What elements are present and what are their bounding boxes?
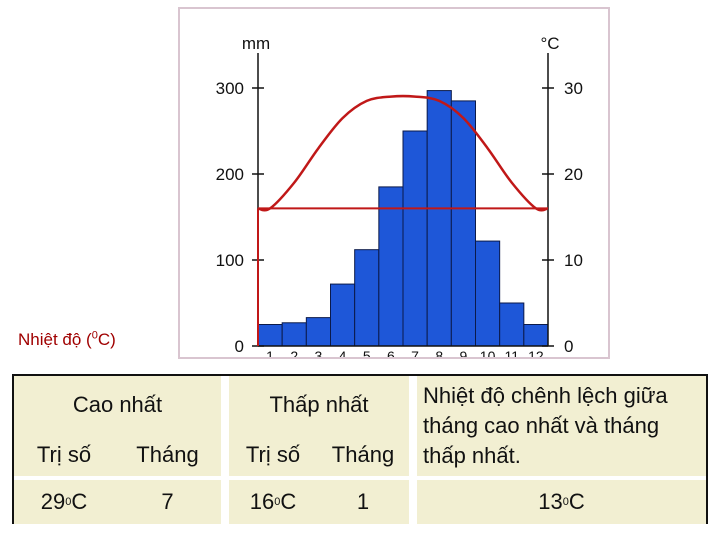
- month-label-3: 3: [315, 348, 323, 357]
- caption-label: Nhiệt độ (: [18, 330, 92, 349]
- caption-sup: 0: [91, 329, 98, 342]
- temperature-summary-table: Cao nhất Thấp nhất Nhiệt độ chênh lệch g…: [12, 374, 708, 524]
- bar-month-12: [523, 324, 549, 347]
- row-gap: [14, 476, 706, 480]
- climate-chart: 0 100 200 300 0 10 20 30 mm °C 1 2 3 4 5 6 7 8 9 10 11 12: [178, 7, 610, 359]
- bar-month-3: [305, 317, 332, 347]
- bar-month-5: [354, 249, 380, 347]
- difference-value: 13 0 C: [417, 480, 706, 524]
- bar-month-11: [499, 302, 525, 347]
- highest-month-label: Tháng: [114, 434, 221, 476]
- highest-value-label: Trị số: [14, 434, 114, 476]
- month-label-12: 12: [528, 348, 544, 357]
- right-tick-label-20: 20: [564, 165, 583, 184]
- month-label-2: 2: [290, 348, 298, 357]
- month-label-7: 7: [411, 348, 419, 357]
- lowest-header: Thấp nhất: [229, 376, 409, 434]
- left-tick-label-200: 200: [216, 165, 244, 184]
- caption-unit: C): [97, 330, 116, 349]
- month-label-10: 10: [480, 348, 496, 357]
- bar-month-8: [426, 90, 452, 347]
- bar-month-1: [257, 324, 283, 347]
- bar-month-9: [450, 100, 477, 347]
- highest-value: 29 0 C: [14, 480, 114, 524]
- highest-month: 7: [114, 480, 221, 524]
- header-gap: [221, 376, 229, 524]
- left-axis-unit: mm: [242, 34, 270, 53]
- month-label-1: 1: [266, 348, 274, 357]
- bar-month-4: [330, 283, 356, 347]
- temperature-caption: Nhiệt độ (0C): [18, 330, 116, 350]
- month-label-4: 4: [339, 348, 347, 357]
- left-tick-label-300: 300: [216, 79, 244, 98]
- month-label-8: 8: [435, 348, 443, 357]
- lowest-value: 16 0 C: [229, 480, 317, 524]
- temperature-curve: [257, 94, 549, 212]
- bar-month-2: [281, 322, 307, 347]
- lowest-month: 1: [317, 480, 409, 524]
- bar-month-10: [475, 240, 501, 347]
- lowest-month-label: Tháng: [317, 434, 409, 476]
- left-tick-label-100: 100: [216, 251, 244, 270]
- left-tick-label-0: 0: [235, 337, 244, 356]
- right-tick-label-0: 0: [564, 337, 573, 356]
- month-label-6: 6: [387, 348, 395, 357]
- month-label-9: 9: [460, 348, 468, 357]
- month-label-5: 5: [363, 348, 371, 357]
- right-tick-label-30: 30: [564, 79, 583, 98]
- lowest-value-label: Trị số: [229, 434, 317, 476]
- month-label-11: 11: [504, 348, 519, 357]
- header-gap-2: [409, 376, 417, 524]
- bar-month-6: [378, 186, 404, 347]
- bar-month-7: [402, 130, 428, 347]
- difference-header: Nhiệt độ chênh lệch giữa tháng cao nhất …: [417, 376, 706, 476]
- right-tick-label-10: 10: [564, 251, 583, 270]
- right-axis-unit: °C: [540, 34, 559, 53]
- highest-header: Cao nhất: [14, 376, 221, 434]
